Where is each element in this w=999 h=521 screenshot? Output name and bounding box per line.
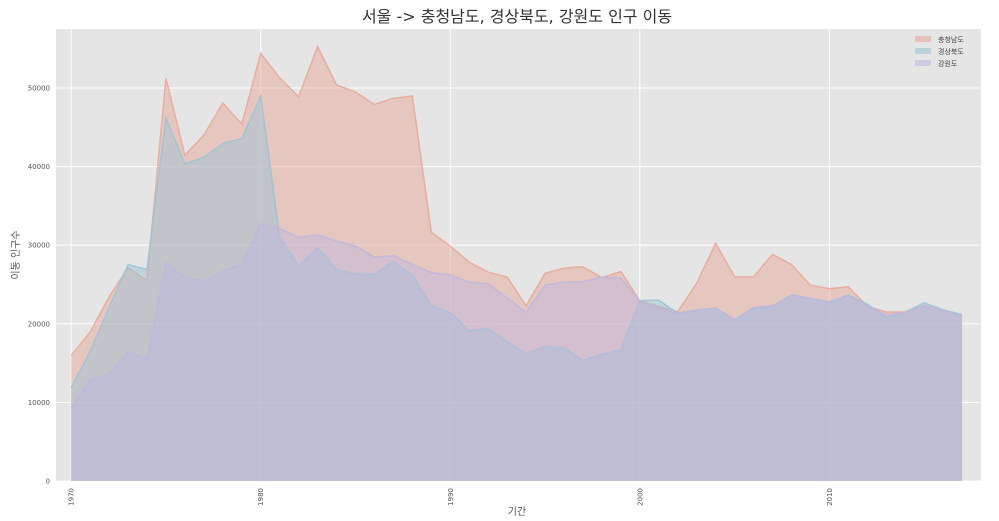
x-tick-label: 2010 [826,488,834,506]
legend-label-2: 강원도 [938,59,958,68]
legend-swatch-0 [915,36,931,42]
x-tick-label: 1970 [68,488,76,506]
y-tick-label: 10000 [28,399,50,407]
y-tick-label: 20000 [28,320,50,328]
series-areas [70,44,963,482]
y-tick-label: 30000 [28,242,50,250]
legend-label-1: 경상북도 [938,47,964,56]
chart-title: 서울 -> 충청남도, 경상북도, 강원도 인구 이동 [362,7,672,26]
series-line-0 [70,44,963,357]
legend-label-0: 충청남도 [938,35,964,44]
x-axis-label: 기간 [508,506,526,518]
series-area-2 [71,223,963,481]
x-tick-label: 1990 [447,488,455,506]
series-line-2 [70,222,963,408]
x-tick-label: 1980 [257,488,265,506]
x-tick-label: 2000 [636,488,644,506]
axis-ticks: 1970 1980 1990 2000 2010 0 10000 20000 30000 4000… [28,84,834,505]
y-axis-label: 이동 인구수 [10,230,22,279]
y-tick-label: 40000 [28,163,50,171]
legend-swatch-1 [915,48,931,54]
y-tick-label: 0 [46,478,50,486]
y-tick-label: 50000 [28,84,50,92]
legend-swatch-2 [915,60,931,66]
